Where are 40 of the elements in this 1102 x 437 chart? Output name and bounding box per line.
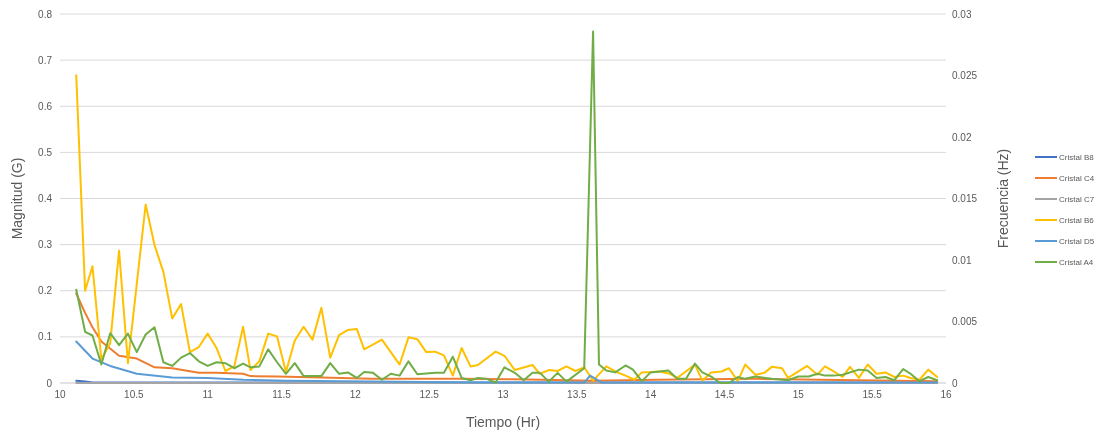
x-tick-label: 11 bbox=[202, 389, 214, 400]
legend-label: Cristal C4 bbox=[1059, 174, 1095, 183]
y-tick-label: 0.4 bbox=[38, 193, 53, 204]
y-tick-label: 0.2 bbox=[38, 285, 53, 297]
y-tick-label: 0.1 bbox=[38, 331, 53, 343]
y2-tick-label: 0.02 bbox=[952, 131, 972, 143]
y2-tick-label: 0 bbox=[952, 377, 958, 389]
y2-tick-label: 0.015 bbox=[952, 193, 978, 204]
x-tick-label: 14.5 bbox=[714, 389, 735, 400]
x-tick-label: 13 bbox=[497, 389, 509, 400]
y-axis-title: Magnitud (G) bbox=[9, 157, 25, 240]
line-series bbox=[75, 340, 939, 384]
y2-tick-label: 0.01 bbox=[952, 254, 972, 266]
legend-label: Cristal B6 bbox=[1059, 216, 1095, 225]
x-tick-label: 16 bbox=[940, 389, 952, 400]
x-tick-label: 11.5 bbox=[272, 389, 292, 400]
y2-tick-label: 0.005 bbox=[952, 316, 978, 327]
y-tick-label: 0.8 bbox=[38, 8, 53, 20]
x-tick-label: 12.5 bbox=[419, 389, 440, 400]
legend-label: Cristal B8 bbox=[1059, 153, 1095, 162]
y2-tick-label: 0.03 bbox=[952, 8, 972, 20]
line-series bbox=[75, 292, 939, 383]
legend-label: Cristal A4 bbox=[1059, 258, 1094, 267]
y2-axis-title: Frecuencia (Hz) bbox=[995, 148, 1011, 249]
y-tick-label: 0.5 bbox=[38, 146, 53, 158]
x-tick-label: 13.5 bbox=[567, 389, 587, 400]
x-tick-label: 10.5 bbox=[124, 389, 144, 400]
legend-label: Cristal C7 bbox=[1059, 195, 1095, 204]
x-tick-label: 14 bbox=[645, 389, 657, 400]
x-axis-title: Tiempo (Hr) bbox=[465, 414, 541, 430]
x-tick-label: 15.5 bbox=[862, 389, 883, 400]
x-tick-label: 15 bbox=[792, 389, 805, 400]
y-tick-label: 0 bbox=[46, 377, 53, 389]
y-tick-label: 0.7 bbox=[38, 54, 53, 66]
x-tick-label: 12 bbox=[349, 389, 362, 400]
y-tick-label: 0.6 bbox=[38, 100, 53, 112]
y-tick-label: 0.3 bbox=[38, 239, 53, 251]
legend-label: Cristal D5 bbox=[1059, 237, 1095, 246]
y2-tick-label: 0.025 bbox=[952, 70, 978, 81]
x-tick-label: 10 bbox=[54, 389, 66, 400]
